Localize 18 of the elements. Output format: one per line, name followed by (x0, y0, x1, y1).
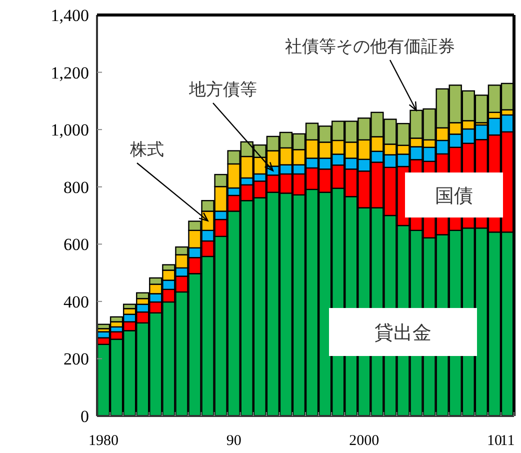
series-label: 国債 (435, 185, 473, 207)
series-label: 社債等その他有価証券 (285, 37, 455, 57)
y-tick-label: 1,400 (50, 6, 89, 25)
y-tick-label: 0 (80, 407, 89, 426)
y-tick-label: 800 (64, 178, 89, 197)
y-tick-label: 1,000 (50, 120, 89, 140)
y-tick-label: 400 (64, 292, 89, 312)
x-tick-label: 10 (486, 433, 502, 449)
x-tick-label: 90 (226, 433, 242, 449)
series-label: 貸出金 (374, 322, 432, 344)
y-tick-label: 600 (64, 235, 89, 254)
x-tick-label: 2000 (349, 433, 380, 449)
x-tick-label: 11 (500, 433, 515, 449)
x-tick-label: 1980 (88, 433, 119, 449)
text: 地方債等 (188, 80, 257, 100)
y-tick-label: 1,200 (50, 63, 89, 82)
y-tick-label: 200 (64, 350, 89, 369)
text: 株式 (129, 140, 164, 160)
